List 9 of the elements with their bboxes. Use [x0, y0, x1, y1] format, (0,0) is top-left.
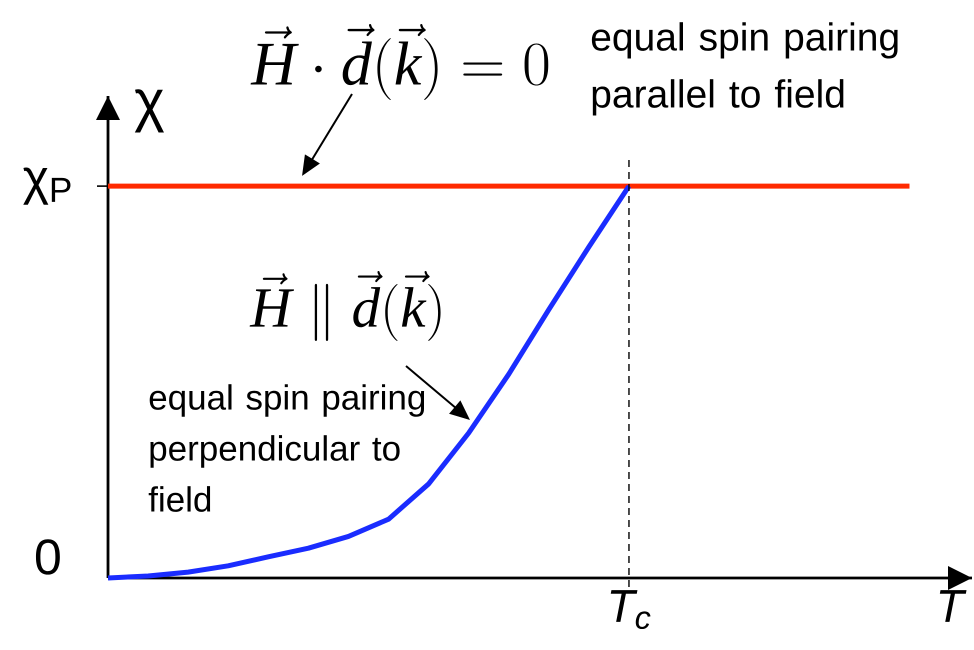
x-axis-title: T — [940, 590, 967, 622]
text: $\vec{\mathit{H}}\cdot\vec{\mathit{d}}\Bigl(\vec{\mathit{k}}\Bigr)=0$ — [250, 24, 548, 100]
text: equal spin pairing parallel to field — [592, 22, 898, 116]
annotation: equal spin pairing perpendicular to field — [148, 384, 424, 512]
annotation: $\vec{\mathit{H}}\parallel\vec{\mathit{d}}\Bigl(\vec{\mathit{k}}\Bigr)$ — [250, 271, 441, 341]
text: 0 — [36, 539, 60, 575]
text: T$_{c}$ — [610, 590, 650, 630]
y-axis-title: χ — [134, 89, 164, 132]
text: χ$_{P}$ — [23, 167, 70, 205]
